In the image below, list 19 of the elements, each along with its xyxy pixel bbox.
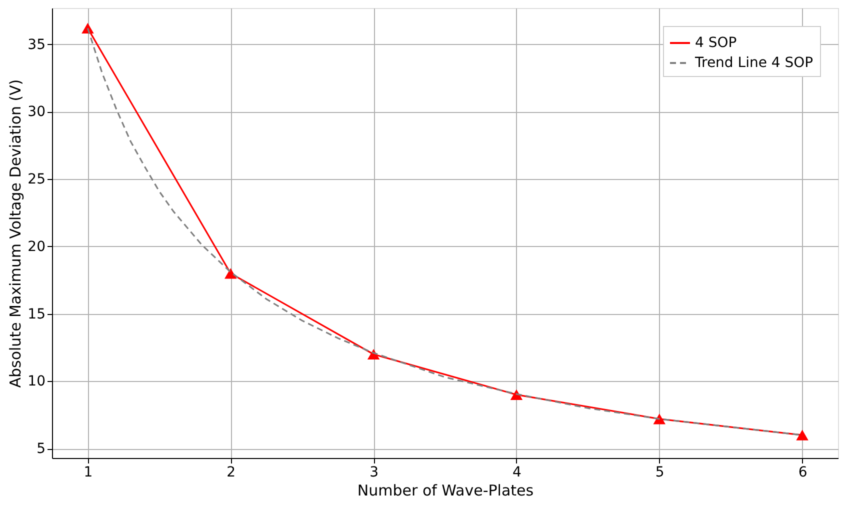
- legend-label: Trend Line 4 SOP: [694, 55, 814, 71]
- y-tick-label: 25: [28, 172, 46, 188]
- y-tick-label: 15: [28, 306, 46, 322]
- y-tick-label: 5: [36, 441, 46, 458]
- y-tick-label: 35: [28, 36, 46, 53]
- x-tick-label: 6: [798, 464, 808, 480]
- x-tick-label: 1: [84, 464, 93, 480]
- point: [510, 389, 523, 400]
- y-tick-label: 20: [28, 238, 46, 255]
- x-axis-title: Number of Wave-Plates: [357, 482, 534, 500]
- x-tick-label: 5: [655, 464, 664, 480]
- y-tick-label: 30: [28, 104, 46, 120]
- point: [796, 430, 808, 440]
- y-tick-label: 10: [28, 374, 46, 390]
- x-tick-label: 4: [512, 464, 522, 480]
- legend-label: 4 SOP: [695, 35, 737, 51]
- x-tick-label: 3: [370, 464, 379, 480]
- x-tick-label: 2: [226, 464, 236, 480]
- y-axis-title: Absolute Maximum Voltage Deviation (V): [6, 79, 25, 388]
